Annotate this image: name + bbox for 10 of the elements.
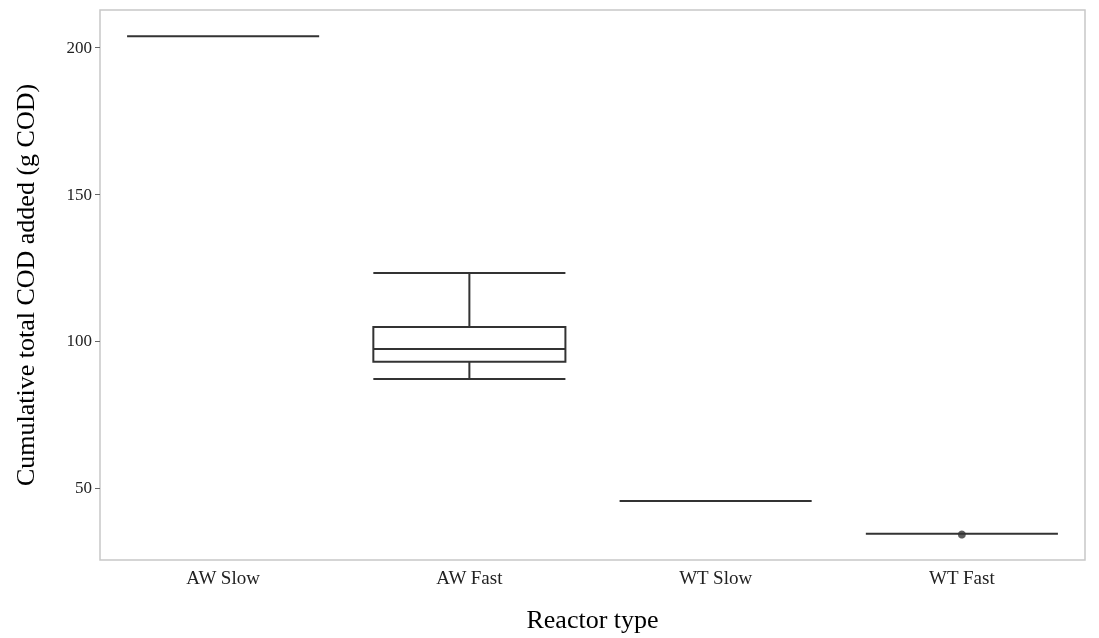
y-axis-title: Cumulative total COD added (g COD) — [10, 83, 40, 487]
y-tick-label: 50 — [75, 478, 92, 498]
y-tick-label: 200 — [66, 37, 92, 57]
x-axis-title: Reactor type — [526, 604, 659, 634]
y-tick-label: 150 — [66, 184, 92, 204]
x-tick-label: WT Fast — [929, 567, 996, 588]
x-tick-label: WT Slow — [679, 567, 753, 588]
y-tick-label: 100 — [66, 331, 92, 351]
x-tick-label: AW Slow — [186, 567, 261, 588]
x-tick-label: AW Fast — [436, 567, 504, 588]
